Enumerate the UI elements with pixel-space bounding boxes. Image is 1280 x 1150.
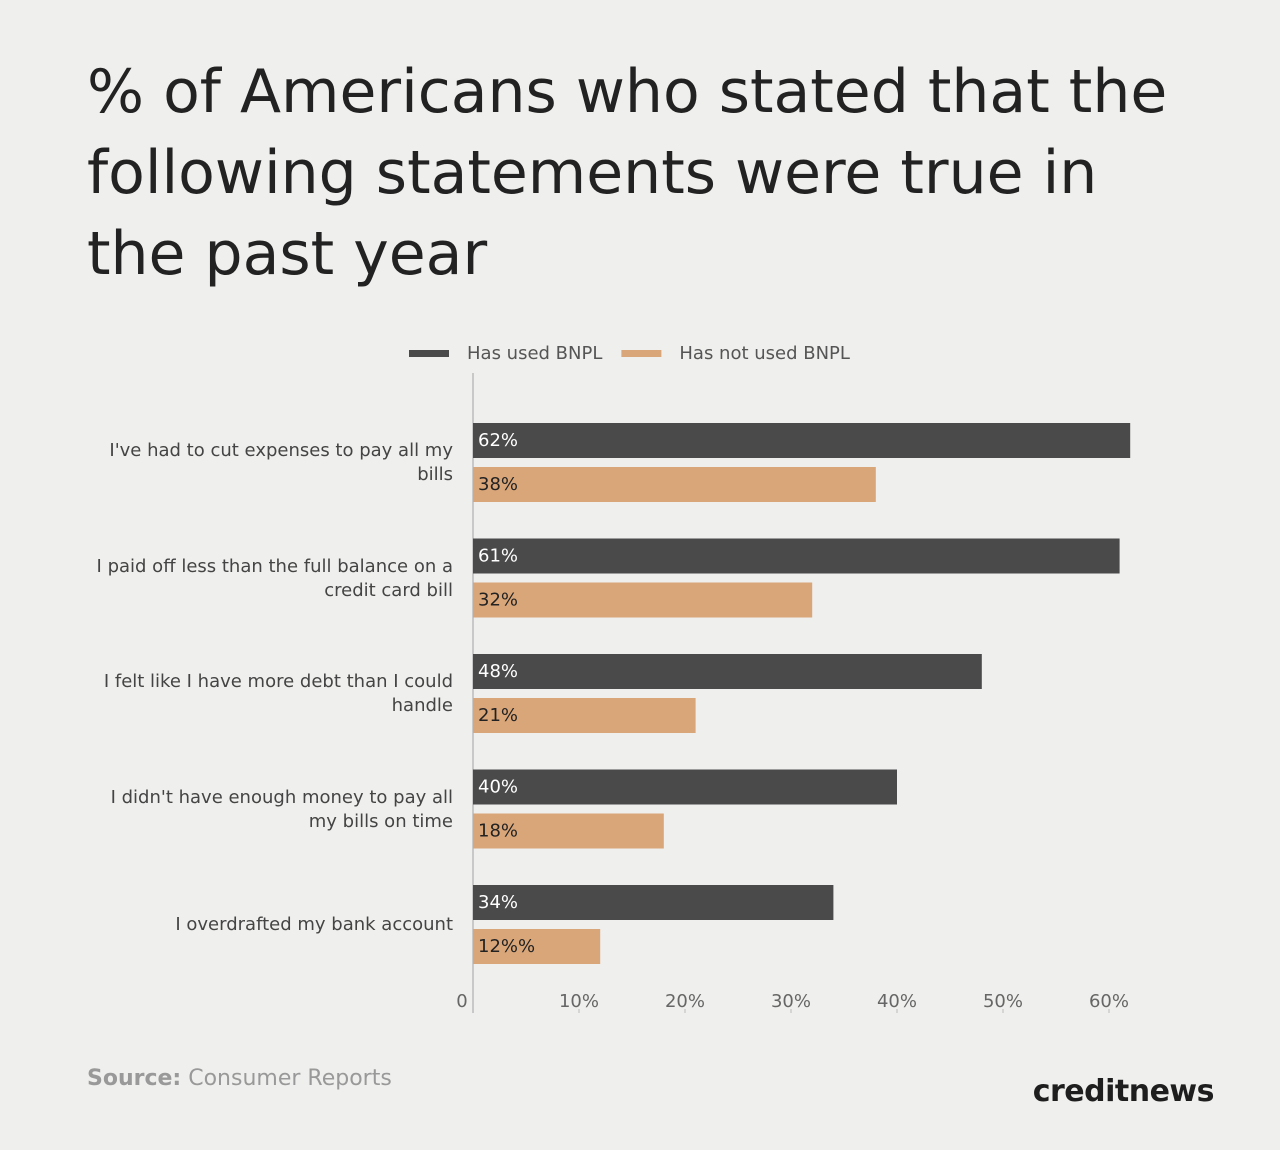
source: Source: Consumer Reports	[87, 1066, 392, 1091]
bar	[473, 467, 876, 502]
data-label: 34%	[478, 892, 518, 913]
bar	[473, 885, 834, 920]
bar	[473, 698, 696, 733]
legend-swatch	[621, 350, 662, 357]
category-label: I overdrafted my bank account	[175, 914, 453, 935]
data-label: 12%%	[478, 936, 535, 957]
data-label: 32%	[478, 590, 518, 611]
data-label: 62%	[478, 430, 518, 451]
data-label: 18%	[478, 821, 518, 842]
bar	[473, 769, 897, 805]
x-tick-label: 0	[456, 991, 467, 1012]
bar	[473, 929, 601, 964]
category-label: I felt like I have more debt than I coul…	[103, 671, 453, 716]
x-tick-label: 10%	[559, 991, 599, 1012]
legend-label: Has used BNPL	[467, 343, 602, 364]
bar	[473, 582, 813, 618]
data-label: 38%	[478, 474, 518, 495]
x-tick-label: 60%	[1089, 991, 1129, 1012]
x-tick-label: 40%	[877, 991, 917, 1012]
chart-title: % of Americans who stated that the follo…	[87, 57, 1168, 289]
bar	[473, 654, 982, 689]
bar	[473, 538, 1120, 574]
source-label: Source:	[87, 1066, 182, 1091]
category-label: I paid off less than the full balance on…	[96, 555, 453, 601]
source-text: Consumer Reports	[188, 1066, 392, 1091]
data-label: 61%	[478, 546, 518, 567]
category-label: I've had to cut expenses to pay all my b…	[109, 440, 453, 485]
x-tick-label: 50%	[983, 991, 1023, 1012]
bar	[473, 423, 1131, 458]
x-tick-label: 20%	[665, 991, 705, 1012]
category-label: I didn't have enough money to pay all my…	[110, 786, 453, 832]
x-tick-label: 30%	[771, 991, 811, 1012]
legend-label: Has not used BNPL	[679, 343, 850, 364]
legend-swatch	[409, 350, 449, 357]
data-label: 48%	[478, 661, 518, 682]
bar	[473, 813, 664, 849]
data-label: 21%	[478, 705, 518, 726]
data-label: 40%	[478, 777, 518, 798]
brand: creditnews	[1032, 1074, 1215, 1109]
